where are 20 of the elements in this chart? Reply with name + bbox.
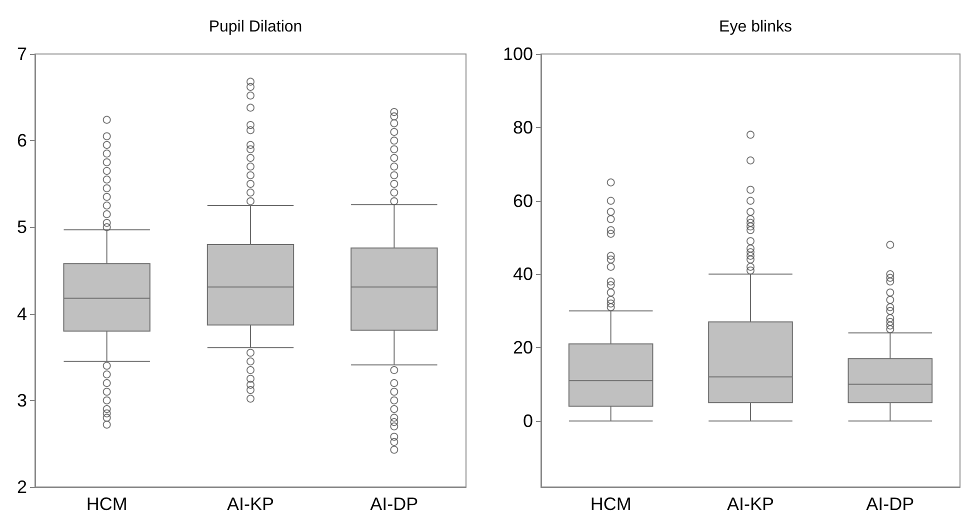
y-tick-label: 60: [512, 190, 533, 211]
y-tick-label: 20: [512, 338, 533, 358]
y-tick-label: 7: [16, 44, 27, 64]
chart-title: Pupil Dilation: [208, 18, 302, 36]
y-tick-label: 0: [522, 410, 533, 431]
y-tick-label: 4: [16, 304, 27, 324]
x-tick-label: AI-KP: [226, 494, 274, 514]
x-tick-label: HCM: [86, 494, 128, 514]
chart-title: Eye blinks: [719, 18, 792, 36]
y-tick-label: 6: [16, 130, 27, 151]
x-tick-label: AI-KP: [726, 494, 774, 514]
y-tick-label: 40: [512, 264, 533, 284]
y-tick-label: 5: [16, 217, 27, 238]
x-tick-label: HCM: [590, 494, 632, 514]
y-tick-label: 2: [16, 477, 27, 497]
y-tick-label: 80: [512, 117, 533, 138]
x-tick-label: AI-DP: [866, 494, 914, 514]
y-tick-label: 3: [16, 390, 27, 410]
y-tick-label: 100: [502, 44, 533, 64]
x-tick-label: AI-DP: [370, 494, 418, 514]
